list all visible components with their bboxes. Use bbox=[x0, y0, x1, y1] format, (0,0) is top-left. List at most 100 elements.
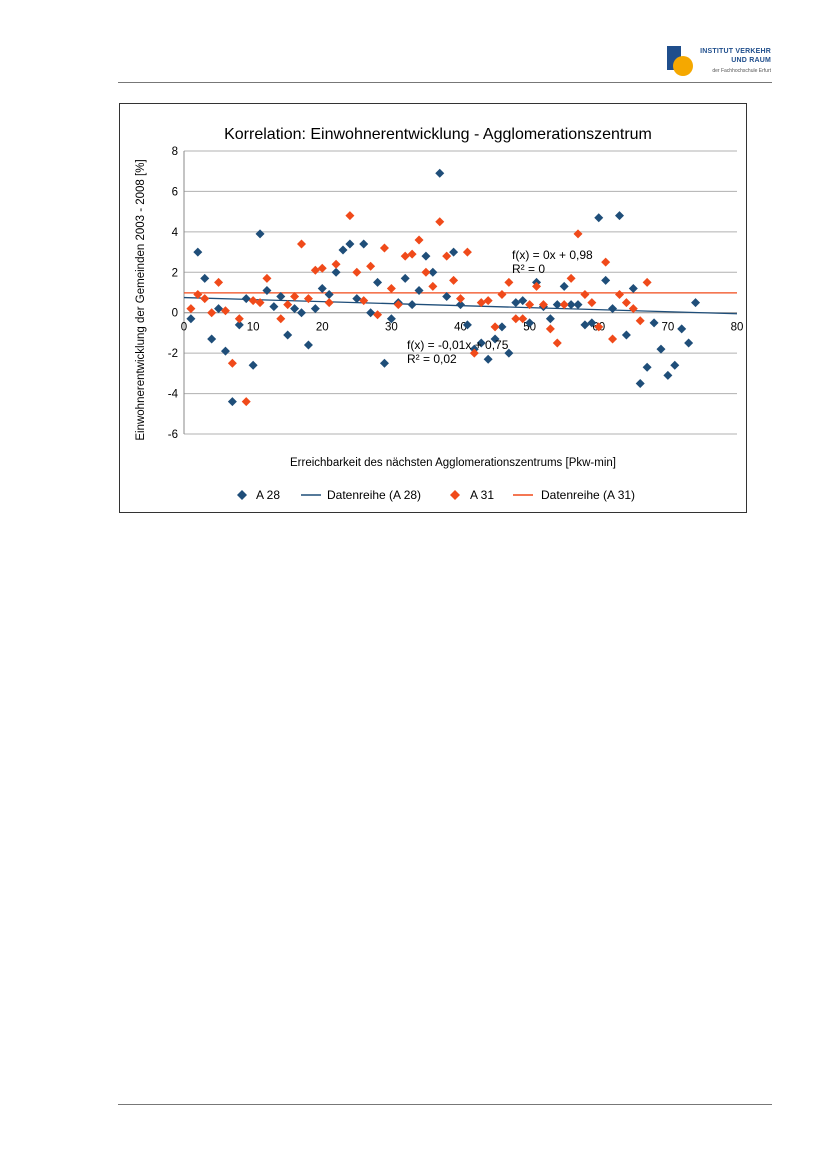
y-tick-label: -4 bbox=[168, 389, 179, 401]
x-tick-label: 80 bbox=[731, 322, 744, 334]
point-series-1-50 bbox=[545, 324, 555, 334]
point-series-1-20 bbox=[331, 259, 341, 269]
point-series-0-1 bbox=[193, 247, 203, 257]
chart-legend: A 28 Datenreihe (A 28) A 31 Datenreihe (… bbox=[237, 488, 635, 502]
point-series-1-55 bbox=[580, 290, 590, 300]
point-series-1-31 bbox=[414, 235, 424, 245]
x-tick-label: 50 bbox=[523, 322, 536, 334]
point-series-1-18 bbox=[317, 263, 327, 273]
y-tick-label: -6 bbox=[168, 429, 178, 441]
legend-label-a28: A 28 bbox=[256, 488, 280, 502]
logo-sun-icon bbox=[673, 56, 693, 76]
point-series-1-5 bbox=[220, 306, 230, 316]
point-series-1-42 bbox=[490, 322, 500, 332]
point-series-1-39 bbox=[469, 348, 479, 358]
point-series-1-9 bbox=[248, 296, 258, 306]
point-series-1-17 bbox=[310, 265, 320, 275]
point-series-0-45 bbox=[497, 322, 507, 332]
point-series-0-15 bbox=[290, 304, 300, 314]
point-series-0-11 bbox=[262, 285, 272, 295]
point-series-0-13 bbox=[276, 292, 286, 302]
legend-label-datenreihe-a28: Datenreihe (A 28) bbox=[327, 488, 421, 502]
point-series-1-2 bbox=[200, 294, 210, 304]
legend-label-datenreihe-a31: Datenreihe (A 31) bbox=[541, 488, 635, 502]
point-series-1-7 bbox=[234, 314, 244, 324]
point-series-0-29 bbox=[386, 314, 396, 324]
trend-a28-equation: f(x) = -0,01x + 0,75 bbox=[407, 338, 509, 352]
point-series-1-25 bbox=[373, 310, 383, 320]
point-series-0-3 bbox=[207, 334, 217, 344]
point-series-1-59 bbox=[608, 334, 618, 344]
point-series-1-24 bbox=[366, 261, 376, 271]
point-series-1-19 bbox=[324, 298, 334, 308]
point-series-0-36 bbox=[435, 168, 445, 178]
header-rule bbox=[118, 82, 772, 83]
point-series-0-25 bbox=[359, 239, 369, 249]
point-series-1-13 bbox=[283, 300, 293, 310]
y-tick-label: 0 bbox=[172, 308, 178, 320]
point-series-0-70 bbox=[670, 360, 680, 370]
point-series-1-30 bbox=[407, 249, 417, 259]
point-series-0-33 bbox=[414, 285, 424, 295]
point-series-1-62 bbox=[628, 304, 638, 314]
point-series-1-14 bbox=[290, 292, 300, 302]
x-tick-label: 20 bbox=[316, 322, 329, 334]
point-series-1-56 bbox=[587, 298, 597, 308]
point-series-1-61 bbox=[621, 298, 631, 308]
x-tick-label: 10 bbox=[247, 322, 260, 334]
point-series-1-44 bbox=[504, 277, 514, 287]
logo-line-1: INSTITUT VERKEHR bbox=[700, 48, 771, 55]
point-series-0-53 bbox=[552, 300, 562, 310]
point-series-0-2 bbox=[200, 273, 210, 283]
gridlines bbox=[184, 150, 737, 435]
point-series-1-15 bbox=[297, 239, 307, 249]
point-series-0-5 bbox=[220, 346, 230, 356]
point-series-0-37 bbox=[442, 292, 452, 302]
point-series-0-66 bbox=[642, 362, 652, 372]
point-series-0-54 bbox=[559, 281, 569, 291]
point-series-1-47 bbox=[525, 300, 535, 310]
point-series-0-43 bbox=[483, 354, 493, 364]
point-series-0-59 bbox=[594, 213, 604, 223]
point-series-0-47 bbox=[511, 298, 521, 308]
data-points bbox=[186, 168, 701, 407]
point-series-0-31 bbox=[400, 273, 410, 283]
point-series-0-52 bbox=[545, 314, 555, 324]
point-series-1-52 bbox=[559, 300, 569, 310]
y-axis-label: Einwohnerentwicklung der Gemeinden 2003 … bbox=[135, 159, 147, 440]
logo-line-3: der Fachhochschule Erfurt bbox=[712, 68, 771, 74]
logo-line-2: UND RAUM bbox=[731, 57, 771, 64]
x-tick-label: 70 bbox=[661, 322, 674, 334]
point-series-0-26 bbox=[366, 308, 376, 318]
point-series-0-58 bbox=[587, 318, 597, 328]
point-series-0-69 bbox=[663, 370, 673, 380]
point-series-1-58 bbox=[601, 257, 611, 267]
point-series-0-72 bbox=[684, 338, 694, 348]
point-series-0-10 bbox=[255, 229, 265, 239]
point-series-0-64 bbox=[628, 283, 638, 293]
point-series-0-46 bbox=[504, 348, 514, 358]
point-series-1-51 bbox=[552, 338, 562, 348]
legend-label-a31: A 31 bbox=[470, 488, 494, 502]
point-series-0-35 bbox=[428, 267, 438, 277]
point-series-0-24 bbox=[352, 294, 362, 304]
point-series-1-10 bbox=[255, 298, 265, 308]
point-series-0-49 bbox=[525, 318, 535, 328]
point-series-0-55 bbox=[566, 300, 576, 310]
point-series-0-23 bbox=[345, 239, 355, 249]
point-series-0-34 bbox=[421, 251, 431, 261]
point-series-1-64 bbox=[642, 277, 652, 287]
point-series-1-41 bbox=[483, 296, 493, 306]
point-series-1-46 bbox=[518, 314, 528, 324]
point-series-0-61 bbox=[608, 304, 618, 314]
y-tick-label: -2 bbox=[168, 348, 178, 360]
point-series-0-27 bbox=[373, 277, 383, 287]
point-series-1-3 bbox=[207, 308, 217, 318]
point-series-0-71 bbox=[677, 324, 687, 334]
y-tick-label: 4 bbox=[172, 227, 179, 239]
point-series-1-8 bbox=[241, 397, 251, 407]
point-series-1-27 bbox=[386, 283, 396, 293]
y-tick-label: 8 bbox=[172, 146, 178, 158]
x-tick-label: 30 bbox=[385, 322, 398, 334]
